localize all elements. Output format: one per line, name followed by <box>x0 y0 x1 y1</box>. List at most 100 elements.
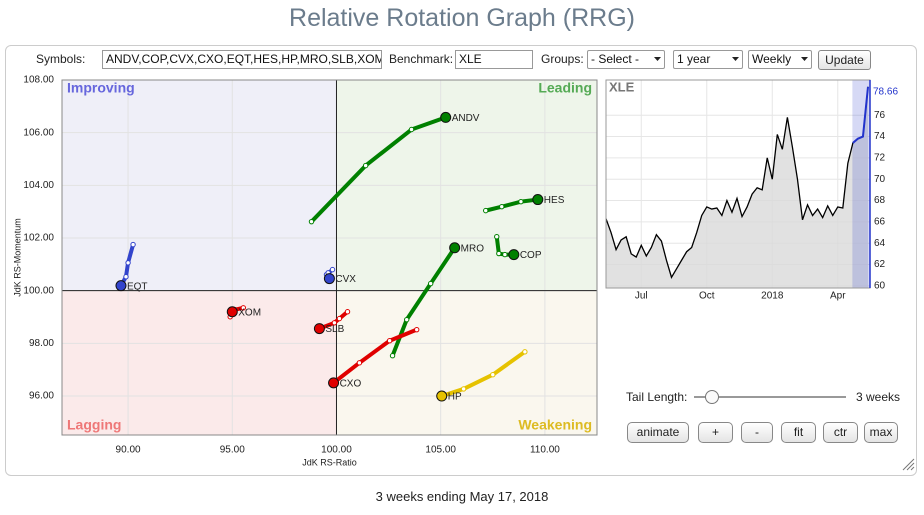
symbol-label: COP <box>520 250 542 261</box>
tail-point <box>496 250 502 257</box>
tail-point <box>490 371 496 378</box>
head-point <box>323 273 335 285</box>
zoom-out-button[interactable]: - <box>741 422 773 443</box>
price-title: XLE <box>609 79 635 94</box>
tail-point <box>408 126 415 133</box>
tail-point <box>499 203 505 210</box>
tail-line <box>309 115 448 224</box>
x-tick-label: Jul <box>635 291 648 302</box>
symbol-label: EQT <box>127 281 148 292</box>
symbol-label: MRO <box>461 243 485 254</box>
tail-point <box>427 280 434 287</box>
y-tick-label: 106.00 <box>23 127 54 138</box>
tail-point <box>494 233 500 240</box>
y-tick-label: 102.00 <box>23 233 54 244</box>
tail-point <box>404 316 410 323</box>
groups-select[interactable]: - Select - <box>587 50 665 69</box>
symbol-label: SLB <box>325 324 344 335</box>
head-point <box>532 194 544 206</box>
tail-point <box>362 162 369 169</box>
quadrant-label: Leading <box>538 80 592 96</box>
tail-point <box>329 266 336 273</box>
symbol-label: CVX <box>335 274 356 285</box>
tail-label: Tail Length: <box>626 390 688 404</box>
tail-point <box>502 251 508 258</box>
tail-point <box>386 338 393 344</box>
y-tick-label: 70 <box>874 174 886 185</box>
y-tick-label: 60 <box>874 281 886 292</box>
tail-line <box>317 309 350 331</box>
head-point <box>115 280 127 292</box>
symbol-label: CXO <box>340 378 362 389</box>
tail-point <box>356 360 363 366</box>
last-value-label: 78.66 <box>873 86 898 97</box>
y-axis-title: JdK RS-Momentum <box>12 218 22 297</box>
tail-point <box>123 274 129 280</box>
x-tick-label: 95.00 <box>220 445 245 456</box>
y-tick-label: 68 <box>874 195 886 206</box>
tail-point <box>344 309 351 315</box>
head-point <box>436 390 448 402</box>
symbols-input[interactable]: ANDV,COP,CVX,CXO,EQT,HES,HP,MRO,SLB,XOM <box>102 50 382 69</box>
grip-lines <box>902 458 915 471</box>
tail-point <box>308 218 315 225</box>
x-tick-label: 105.00 <box>425 445 456 456</box>
symbol-label: HES <box>544 195 565 206</box>
max-button[interactable]: max <box>864 422 898 443</box>
benchmark-input[interactable]: XLE <box>455 50 533 69</box>
tail-point <box>125 260 131 266</box>
fit-button[interactable]: fit <box>781 422 816 443</box>
head-point <box>328 377 340 389</box>
head-point <box>508 249 520 261</box>
tail-point <box>240 305 247 311</box>
symbol-label: HP <box>448 392 462 403</box>
y-tick-label: 100.00 <box>23 285 54 296</box>
y-tick-label: 62 <box>874 259 886 270</box>
tail-point <box>483 207 489 214</box>
tail-line <box>439 349 527 399</box>
x-axis-title: JdK RS-Ratio <box>302 457 357 467</box>
groups-label: Groups: <box>541 52 584 66</box>
benchmark-label: Benchmark: <box>389 52 454 66</box>
animate-button[interactable]: animate <box>627 422 689 443</box>
tail-line <box>331 327 419 385</box>
head-point <box>449 242 461 254</box>
footer: 3 weeks ending May 17, 2018 <box>375 489 549 504</box>
resize-grip[interactable] <box>900 456 916 472</box>
symbols-label: Symbols: <box>36 52 86 66</box>
y-tick-label: 72 <box>874 153 886 164</box>
quadrant-weakening <box>336 290 597 435</box>
tail-point <box>460 386 467 392</box>
plot-frame <box>61 79 598 436</box>
update-button[interactable]: Update <box>818 50 871 70</box>
slider-handle[interactable] <box>705 390 719 404</box>
symbol-label: ANDV <box>452 113 480 124</box>
select-arrows <box>654 57 808 61</box>
quadrant-lagging <box>62 290 337 435</box>
center-button[interactable]: ctr <box>823 422 858 443</box>
head-point <box>226 306 238 318</box>
price-area <box>606 86 868 289</box>
y-tick-label: 76 <box>874 110 886 121</box>
page-title: Relative Rotation Graph (RRG) <box>289 4 635 32</box>
rrg-panel <box>5 45 917 476</box>
quadrant-label: Improving <box>67 80 135 96</box>
tail-slider[interactable] <box>690 388 850 408</box>
y-tick-label: 74 <box>874 131 886 142</box>
x-tick-label: 90.00 <box>116 445 141 456</box>
y-tick-label: 66 <box>874 217 886 228</box>
period-select[interactable]: 1 year <box>673 50 743 69</box>
price-line <box>605 86 869 279</box>
head-point <box>313 323 325 335</box>
tail-line <box>483 197 540 213</box>
tail-point <box>518 198 524 205</box>
head-point <box>440 111 452 123</box>
x-tick-label: 100.00 <box>321 445 352 456</box>
frequency-select[interactable]: Weekly <box>748 50 812 69</box>
tail-point <box>414 326 420 333</box>
y-tick-label: 64 <box>874 238 886 249</box>
zoom-in-button[interactable]: + <box>698 422 733 443</box>
x-tick-label: 110.00 <box>530 445 560 456</box>
tail-point <box>331 320 338 326</box>
